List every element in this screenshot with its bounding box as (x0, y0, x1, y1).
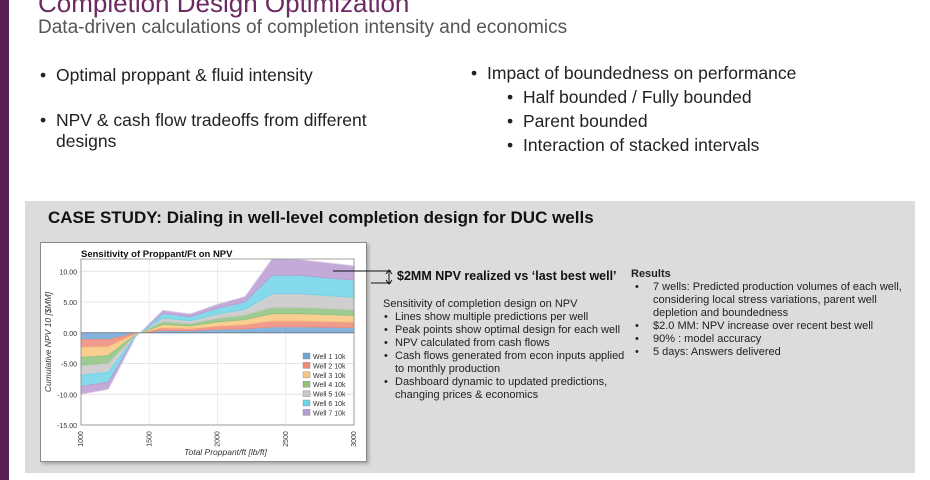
npv-sensitivity-chart: Sensitivity of Proppant/Ft on NPV 10.00 5.… (40, 242, 367, 462)
legend-label: Well 6 10k (313, 401, 346, 408)
npv-annotation: $2MM NPV realized vs ‘last best well’ (397, 269, 617, 283)
bullet-proppant-intensity: Optimal proppant & fluid intensity (40, 63, 420, 87)
legend-label: Well 1 10k (313, 354, 346, 361)
legend-swatch (302, 380, 311, 388)
sensitivity-bullet: Cash flows generated from econ inputs ap… (383, 350, 628, 376)
legend-swatch (302, 352, 311, 360)
annotation-arrow-down (385, 279, 393, 285)
series-line (80, 258, 355, 395)
left-bullet-list: Optimal proppant & fluid intensity NPV &… (40, 63, 420, 152)
annotation-arrow-up (385, 269, 393, 275)
sensitivity-notes: Sensitivity of completion design on NPV … (383, 298, 628, 402)
legend-swatch (302, 371, 311, 379)
results-item: 5 days: Answers delivered (631, 346, 906, 359)
results-item: $2.0 MM: NPV increase over recent best w… (631, 320, 906, 333)
accent-bar (0, 0, 9, 480)
npv-annotation-marker (333, 269, 393, 285)
legend-label: Well 7 10k (313, 410, 346, 417)
legend-swatch (302, 362, 311, 369)
legend-label: Well 5 10k (313, 392, 346, 399)
y-tick-label: -10.00 (57, 392, 77, 399)
results-header: Results (631, 268, 671, 280)
slide-title: Completion Design Optimization (38, 0, 410, 18)
results-block: Results 7 wells: Predicted production vo… (631, 268, 906, 359)
x-tick-label: 1500 (146, 431, 153, 447)
x-tick-label: 2500 (283, 431, 290, 447)
right-bullet-list: Impact of boundedness on performance Hal… (471, 61, 901, 157)
sub-bullet-parent-bounded: Parent bounded (471, 109, 901, 133)
legend-label: Well 2 10k (313, 363, 346, 370)
y-tick-label: 5.00 (63, 300, 77, 307)
legend-label: Well 3 10k (313, 373, 346, 380)
sensitivity-bullet: Dashboard dynamic to updated predictions… (383, 376, 628, 402)
case-study-title: CASE STUDY: Dialing in well-level comple… (48, 208, 594, 227)
sub-bullet-stacked-intervals: Interaction of stacked intervals (471, 133, 901, 157)
sensitivity-bullet: Lines show multiple predictions per well (383, 311, 628, 324)
y-axis-label: Cumulative NPV 10 [$MM] (43, 291, 53, 392)
legend-swatch (302, 399, 311, 407)
sensitivity-bullet: NPV calculated from cash flows (383, 337, 628, 350)
slide-subtitle: Data-driven calculations of completion i… (38, 17, 568, 38)
results-item: 90% : model accuracy (631, 333, 906, 346)
x-tick-label: 1000 (78, 431, 85, 447)
chart-title: Sensitivity of Proppant/Ft on NPV (81, 249, 233, 260)
x-tick-label: 2000 (215, 431, 222, 447)
chart-canvas: Sensitivity of Proppant/Ft on NPV 10.00 5.… (43, 249, 358, 457)
sensitivity-bullet: Peak points show optimal design for each… (383, 324, 628, 337)
y-tick-label: -15.00 (57, 423, 77, 430)
x-axis-label: Total Proppant/ft [lb/ft] (184, 447, 267, 457)
x-tick-label: 3000 (351, 431, 358, 447)
results-item: 7 wells: Predicted production volumes of… (631, 281, 906, 320)
legend-swatch (302, 390, 311, 397)
sensitivity-header: Sensitivity of completion design on NPV (383, 298, 578, 310)
plot-frame (80, 258, 355, 426)
legend-label: Well 4 10k (313, 382, 346, 389)
y-tick-label: -5.00 (61, 362, 77, 369)
y-tick-label: 10.00 (59, 269, 77, 276)
bullet-boundedness: Impact of boundedness on performance (471, 61, 901, 85)
legend-swatch (302, 409, 311, 416)
y-tick-label: 0.00 (63, 331, 77, 338)
sub-bullet-half-bounded: Half bounded / Fully bounded (471, 85, 901, 109)
bullet-npv-tradeoffs: NPV & cash flow tradeoffs from different… (40, 110, 420, 152)
